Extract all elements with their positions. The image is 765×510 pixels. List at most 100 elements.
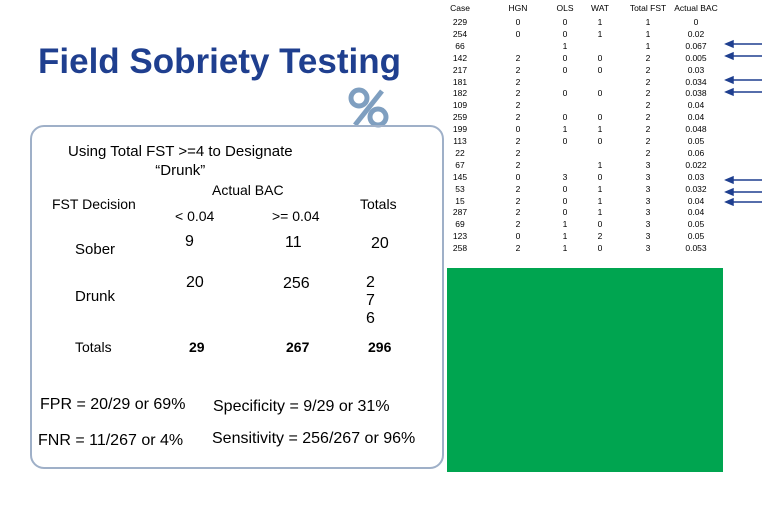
table-cell: 0 — [597, 88, 603, 99]
table-cell: 1 — [597, 183, 603, 194]
table-cell: 3 — [645, 159, 651, 170]
col-header: Totals — [360, 196, 397, 212]
column-header: OLS — [556, 3, 574, 13]
table-cell: 3 — [645, 219, 651, 230]
table-cell: 0.048 — [685, 124, 707, 135]
table-cell: 0.005 — [685, 52, 707, 63]
row-label: Totals — [75, 339, 112, 355]
table-cell: 1 — [597, 159, 603, 170]
table-cell: 0 — [562, 183, 568, 194]
cell: 11 — [285, 234, 302, 251]
table-cell: 109 — [452, 100, 468, 111]
cell: 9 — [185, 233, 194, 250]
table-cell: 123 — [452, 231, 468, 242]
table-cell: 69 — [455, 219, 465, 230]
table-cell: 2 — [645, 112, 651, 123]
table-cell: 2 — [645, 88, 651, 99]
table-cell: 1 — [562, 219, 568, 230]
table-cell: 1 — [597, 124, 603, 135]
table-cell: 0 — [562, 136, 568, 146]
table-cell: 1 — [562, 231, 568, 242]
row-label: Drunk — [75, 288, 116, 305]
table-cell: 0 — [515, 17, 521, 27]
subtitle-line: “Drunk” — [155, 162, 206, 179]
table-cell: 2 — [515, 136, 521, 146]
table-cell: 1 — [562, 243, 568, 254]
table-cell: 0 — [562, 195, 568, 206]
table-cell: 0 — [597, 243, 603, 254]
table-cell: 0 — [562, 112, 568, 123]
table-cell: 1 — [562, 124, 568, 135]
table-cell: 22 — [455, 147, 465, 158]
table-cell: 0 — [597, 52, 603, 63]
table-cell: 258 — [452, 243, 468, 254]
table-cell: 3 — [645, 195, 651, 206]
table-cell: 2 — [515, 243, 521, 254]
table-cell: 182 — [452, 88, 468, 99]
table-cell: 3 — [645, 231, 651, 242]
table-cell: 0.02 — [687, 28, 705, 39]
table-cell: 2 — [645, 136, 651, 146]
table-cell: 0 — [515, 171, 521, 182]
table-cell: 1 — [597, 17, 603, 27]
col-header: >= 0.04 — [272, 208, 320, 224]
table-cell: 3 — [645, 171, 651, 182]
table-cell: 0.06 — [687, 147, 705, 158]
table-cell: 0 — [562, 64, 568, 75]
table-cell: 0.022 — [685, 159, 707, 170]
table-cell: 254 — [452, 28, 468, 39]
table-cell: 15 — [455, 195, 465, 206]
table-cell: 181 — [452, 76, 468, 87]
table-cell: 0.053 — [685, 243, 707, 254]
slide-title: Field Sobriety Testing — [38, 42, 402, 81]
subtitle: Using Total FST >=4 to Designate “Drunk” — [68, 142, 293, 180]
col-header: Actual BAC — [212, 182, 284, 198]
table-cell: 2 — [515, 147, 521, 158]
table-cell: 2 — [645, 76, 651, 87]
cell: 296 — [368, 339, 392, 355]
table-cell: 0 — [597, 171, 603, 182]
table-cell: 2 — [515, 207, 521, 218]
table-cell: 0 — [597, 219, 603, 230]
table-cell: 1 — [562, 40, 568, 51]
table-cell: 53 — [455, 183, 465, 194]
subtitle-line: Using Total FST >=4 to Designate — [68, 143, 293, 160]
cell: 276 — [366, 274, 375, 327]
table-cell: 0.03 — [687, 171, 705, 182]
table-cell: 0 — [562, 17, 568, 27]
table-cell: 1 — [597, 28, 603, 39]
column-header: Case — [450, 3, 470, 13]
table-cell: 0 — [562, 28, 568, 39]
table-cell: 0.067 — [685, 40, 707, 51]
table-cell: 67 — [455, 159, 465, 170]
table-cell: 0 — [597, 136, 603, 146]
table-cell: 2 — [645, 124, 651, 135]
cell: 29 — [189, 339, 205, 355]
cell: 20 — [371, 235, 389, 252]
table-cell: 145 — [452, 171, 468, 182]
table-cell: 1 — [645, 17, 651, 27]
col-header: < 0.04 — [175, 208, 215, 224]
table-cell: 0 — [693, 17, 699, 27]
cell: 20 — [186, 274, 204, 291]
table-cell: 0.04 — [687, 195, 705, 206]
table-cell: 0.05 — [687, 219, 705, 230]
table-cell: 2 — [515, 76, 521, 87]
table-cell: 1 — [597, 195, 603, 206]
table-cell: 0.05 — [687, 231, 705, 242]
table-cell: 0.04 — [687, 207, 705, 218]
table-cell: 2 — [645, 147, 651, 158]
arrows — [724, 39, 762, 206]
table-cell: 2 — [515, 100, 521, 111]
table-cell: 2 — [515, 195, 521, 206]
cell: 267 — [286, 339, 310, 355]
table-cell: 287 — [452, 207, 468, 218]
table-cell: 2 — [515, 159, 521, 170]
table-cell: 0.05 — [687, 136, 705, 146]
table-cell: 0.034 — [685, 76, 707, 87]
table-cell: 2 — [515, 183, 521, 194]
row-label: Sober — [75, 241, 116, 258]
column-header: Total FST — [629, 3, 667, 13]
formula: FPR = 20/29 or 69% — [40, 396, 186, 413]
table-cell: 3 — [645, 207, 651, 218]
